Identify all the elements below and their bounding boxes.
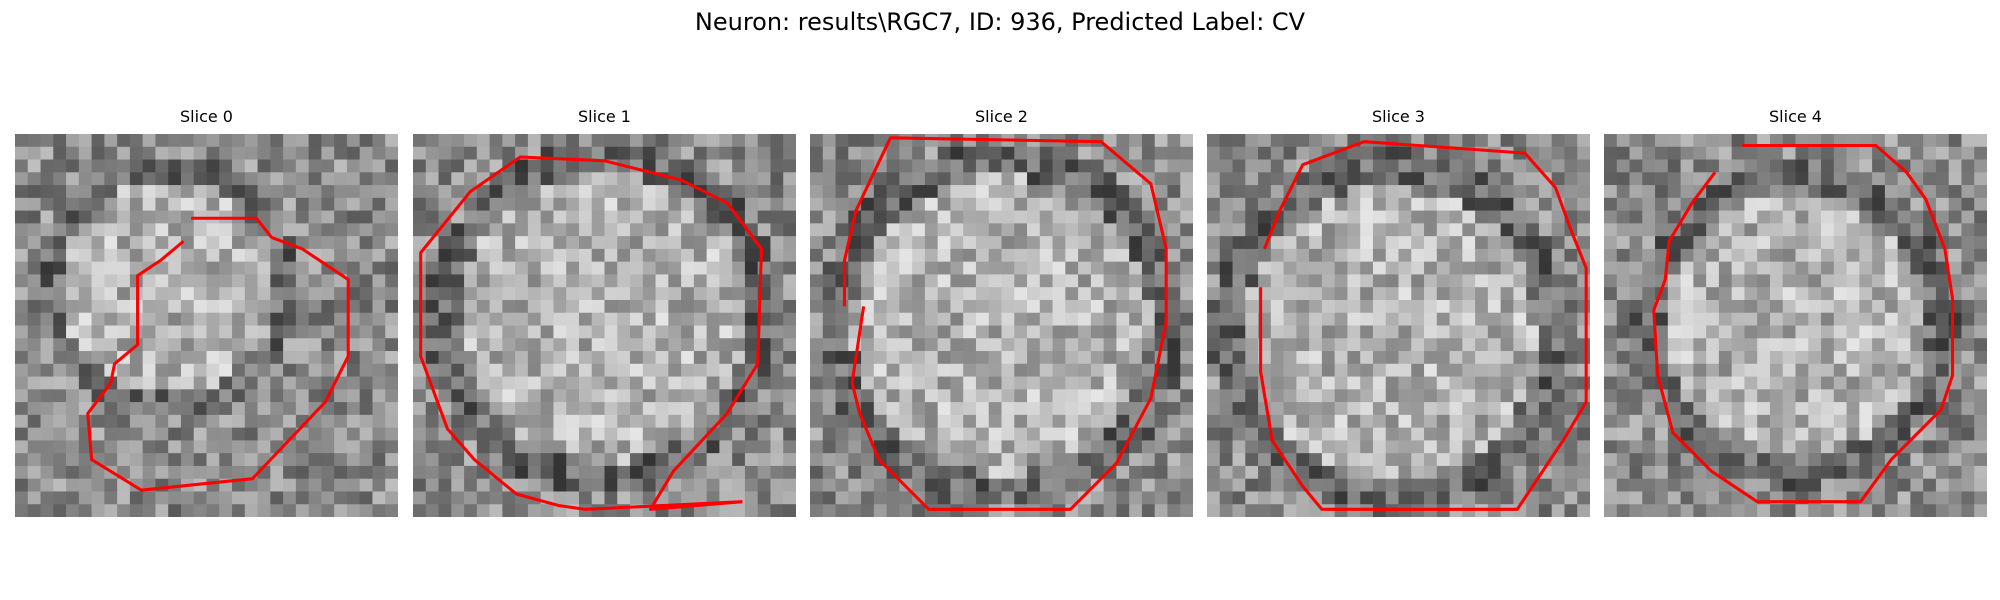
slice-panel-0: Slice 0 — [15, 107, 398, 517]
figure-title: Neuron: results\RGC7, ID: 936, Predicted… — [694, 8, 1306, 36]
segmentation-contour — [1259, 140, 1588, 511]
segmentation-contour — [419, 155, 764, 511]
segmentation-contour — [86, 216, 350, 492]
slice-image — [15, 134, 398, 517]
slice-image — [413, 134, 796, 517]
slice-title: Slice 0 — [180, 107, 233, 126]
slice-image — [1604, 134, 1987, 517]
segmentation-contour — [1652, 143, 1955, 504]
slice-title: Slice 4 — [1769, 107, 1822, 126]
slice-panel-4: Slice 4 — [1604, 107, 1987, 517]
slice-title: Slice 3 — [1372, 107, 1425, 126]
slice-title: Slice 1 — [578, 107, 631, 126]
slice-panel-3: Slice 3 — [1207, 107, 1590, 517]
segmentation-contour — [842, 136, 1168, 511]
slice-panel-1: Slice 1 — [413, 107, 796, 517]
slice-image — [810, 134, 1193, 517]
slice-panel-2: Slice 2 — [810, 107, 1193, 517]
slice-image — [1207, 134, 1590, 517]
slice-title: Slice 2 — [975, 107, 1028, 126]
